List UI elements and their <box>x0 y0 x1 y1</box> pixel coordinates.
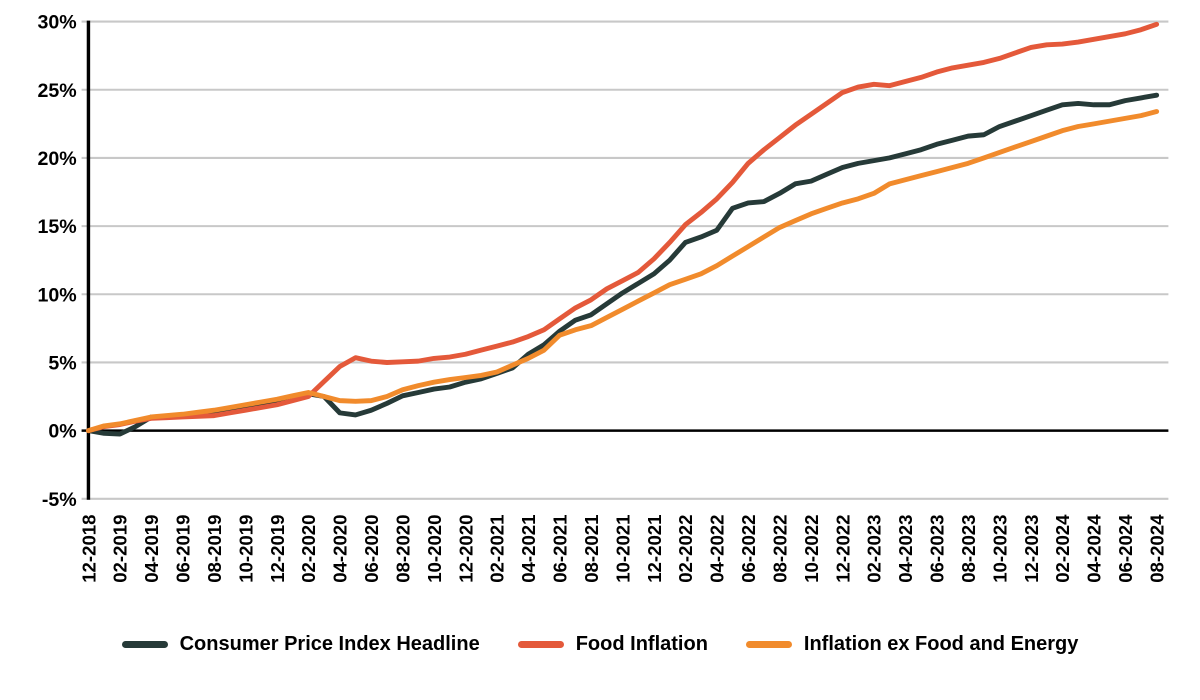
x-axis-tick-label: 10-2019 <box>235 514 256 582</box>
x-axis-tick-label: 08-2024 <box>1146 514 1167 583</box>
legend-label: Inflation ex Food and Energy <box>803 633 1079 656</box>
x-axis-tick-label: 06-2022 <box>738 514 759 582</box>
y-axis-tick-label: 5% <box>48 353 76 375</box>
legend-item: Consumer Price Index Headline <box>121 633 480 656</box>
x-axis-tick-label: 12-2021 <box>644 514 665 582</box>
x-axis-tick-label: 04-2024 <box>1084 514 1105 583</box>
y-axis-tick-label: 0% <box>48 421 76 443</box>
x-axis-tick-label: 08-2019 <box>204 514 225 582</box>
y-axis-tick-label: 30% <box>37 12 76 34</box>
x-axis-tick-label: 12-2020 <box>455 514 476 582</box>
x-axis-tick-label: 02-2022 <box>675 514 696 582</box>
x-axis-tick-label: 12-2022 <box>832 514 853 582</box>
y-axis-tick-label: 10% <box>37 284 76 306</box>
x-axis-tick-label: 12-2023 <box>1021 514 1042 582</box>
x-axis-tick-label: 06-2020 <box>361 514 382 582</box>
x-axis-tick-label: 10-2022 <box>801 514 822 582</box>
inflation-chart-svg: 30% 25% 20% 15% 10% 5% 0% -5%12-2018 02-2019 04-2… <box>37 12 1169 583</box>
x-axis-tick-label: 02-2021 <box>487 514 508 582</box>
x-axis-tick-label: 02-2023 <box>864 514 885 582</box>
x-axis-tick-label: 04-2020 <box>330 514 351 582</box>
legend-swatch <box>517 641 564 649</box>
y-axis-tick-label: 20% <box>37 148 76 170</box>
series-line-consumer-price-index-headline <box>85 92 1160 437</box>
x-axis-tick-label: 08-2023 <box>958 514 979 582</box>
x-axis-tick-label: 10-2021 <box>612 514 633 582</box>
series-line-food-inflation <box>85 21 1160 434</box>
legend-label: Food Inflation <box>575 633 708 656</box>
y-axis-tick-label: -5% <box>42 489 77 511</box>
legend-label: Consumer Price Index Headline <box>179 633 480 656</box>
chart-legend: Consumer Price Index Headline Food Inflat… <box>0 619 1200 700</box>
x-axis-tick-label: 08-2020 <box>392 514 413 582</box>
x-axis-tick-label: 04-2023 <box>895 514 916 582</box>
legend-item: Food Inflation <box>517 633 708 656</box>
x-axis-tick-label: 06-2021 <box>550 514 571 582</box>
y-axis-tick-label: 25% <box>37 80 76 102</box>
x-axis-tick-label: 08-2022 <box>769 514 790 582</box>
x-axis-tick-label: 10-2020 <box>424 514 445 582</box>
x-axis-tick-label: 10-2023 <box>989 514 1010 582</box>
legend-item: Inflation ex Food and Energy <box>745 633 1079 656</box>
x-axis-tick-label: 08-2021 <box>581 514 602 582</box>
x-axis-tick-label: 06-2024 <box>1115 514 1136 583</box>
series-line-inflation-ex-food-and-energy <box>85 109 1160 434</box>
legend-swatch <box>745 641 792 649</box>
y-axis-tick-label: 15% <box>37 216 76 238</box>
x-axis-tick-label: 02-2024 <box>1052 514 1073 583</box>
x-axis-tick-label: 06-2019 <box>173 514 194 582</box>
x-axis-tick-label: 02-2019 <box>110 514 131 582</box>
x-axis-tick-label: 04-2019 <box>141 514 162 582</box>
x-axis-tick-label: 04-2022 <box>707 514 728 582</box>
legend-swatch <box>121 641 168 649</box>
x-axis-tick-label: 04-2021 <box>518 514 539 582</box>
x-axis-tick-label: 02-2020 <box>298 514 319 582</box>
x-axis-tick-label: 06-2023 <box>927 514 948 582</box>
x-axis-tick-label: 12-2018 <box>78 514 99 582</box>
x-axis-tick-label: 12-2019 <box>267 514 288 582</box>
